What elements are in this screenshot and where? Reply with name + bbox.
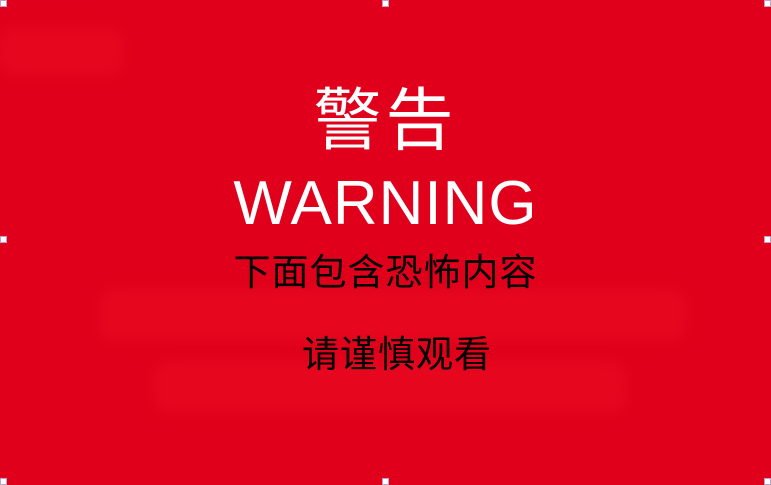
background-smudge bbox=[155, 362, 625, 412]
resize-handle-left[interactable] bbox=[0, 236, 7, 243]
resize-handle-bottom-right[interactable] bbox=[764, 478, 771, 485]
resize-handle-right[interactable] bbox=[764, 236, 771, 243]
resize-handle-top-right[interactable] bbox=[764, 0, 771, 7]
resize-handle-top[interactable] bbox=[382, 0, 389, 7]
resize-handle-bottom-left[interactable] bbox=[0, 478, 7, 485]
resize-handle-bottom[interactable] bbox=[382, 478, 389, 485]
warning-title-chinese: 警告 bbox=[313, 82, 458, 161]
content-notice: 下面包含恐怖内容 bbox=[233, 251, 538, 294]
resize-handle-top-left[interactable] bbox=[0, 0, 7, 7]
background-smudge bbox=[0, 28, 122, 74]
warning-title-english: WARNING bbox=[233, 169, 538, 238]
background-smudge bbox=[100, 290, 685, 340]
viewing-advice: 请谨慎观看 bbox=[302, 333, 492, 376]
